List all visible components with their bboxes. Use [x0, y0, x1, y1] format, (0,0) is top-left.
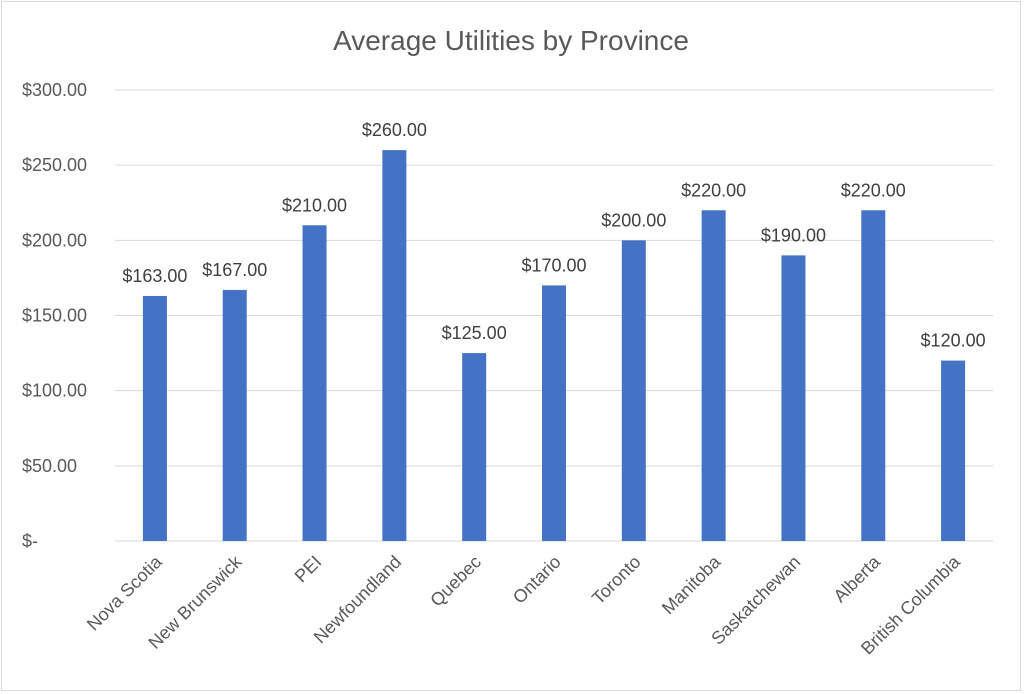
x-tick-label: PEI — [291, 552, 326, 587]
x-tick-label: Manitoba — [658, 551, 725, 618]
bar — [462, 353, 487, 541]
bar — [142, 295, 167, 541]
y-tick-label: $200.00 — [22, 230, 87, 250]
y-tick-label: $- — [22, 531, 38, 551]
bar — [222, 289, 247, 541]
data-label: $120.00 — [921, 331, 986, 351]
bar — [302, 225, 327, 542]
x-tick-label: Quebec — [426, 552, 485, 611]
data-label: $190.00 — [761, 225, 826, 245]
data-label: $170.00 — [521, 255, 586, 275]
data-label: $163.00 — [122, 266, 187, 286]
bar — [781, 255, 806, 541]
y-tick-label: $100.00 — [22, 381, 87, 401]
data-label: $125.00 — [442, 323, 507, 343]
y-tick-label: $150.00 — [22, 306, 87, 326]
bar — [861, 210, 886, 541]
y-tick-label: $50.00 — [22, 456, 77, 476]
y-tick-label: $300.00 — [22, 80, 87, 100]
data-label: $220.00 — [841, 180, 906, 200]
x-tick-label: Alberta — [830, 551, 885, 606]
data-labels: $163.00 $167.00 $210.00 $260.00 $125.00 $170.… — [122, 120, 985, 350]
chart-title: Average Utilities by Province — [333, 25, 689, 56]
data-label: $220.00 — [681, 180, 746, 200]
bar — [382, 150, 407, 541]
data-label: $260.00 — [362, 120, 427, 140]
gridlines — [115, 89, 993, 542]
y-axis-ticks: $- $50.00 $100.00 $150.00 $200.00 $250.00 $300… — [22, 80, 87, 551]
bars — [142, 150, 966, 542]
y-tick-label: $250.00 — [22, 155, 87, 175]
bar — [621, 240, 646, 542]
bar — [542, 285, 566, 541]
data-label: $167.00 — [202, 260, 267, 280]
x-tick-label: Ontario — [509, 552, 565, 608]
data-label: $200.00 — [601, 210, 666, 230]
data-label: $210.00 — [282, 195, 347, 215]
x-tick-label: Toronto — [588, 552, 645, 609]
x-tick-label: Nova Scotia — [83, 551, 166, 634]
bar — [941, 360, 966, 541]
bar — [701, 210, 726, 541]
